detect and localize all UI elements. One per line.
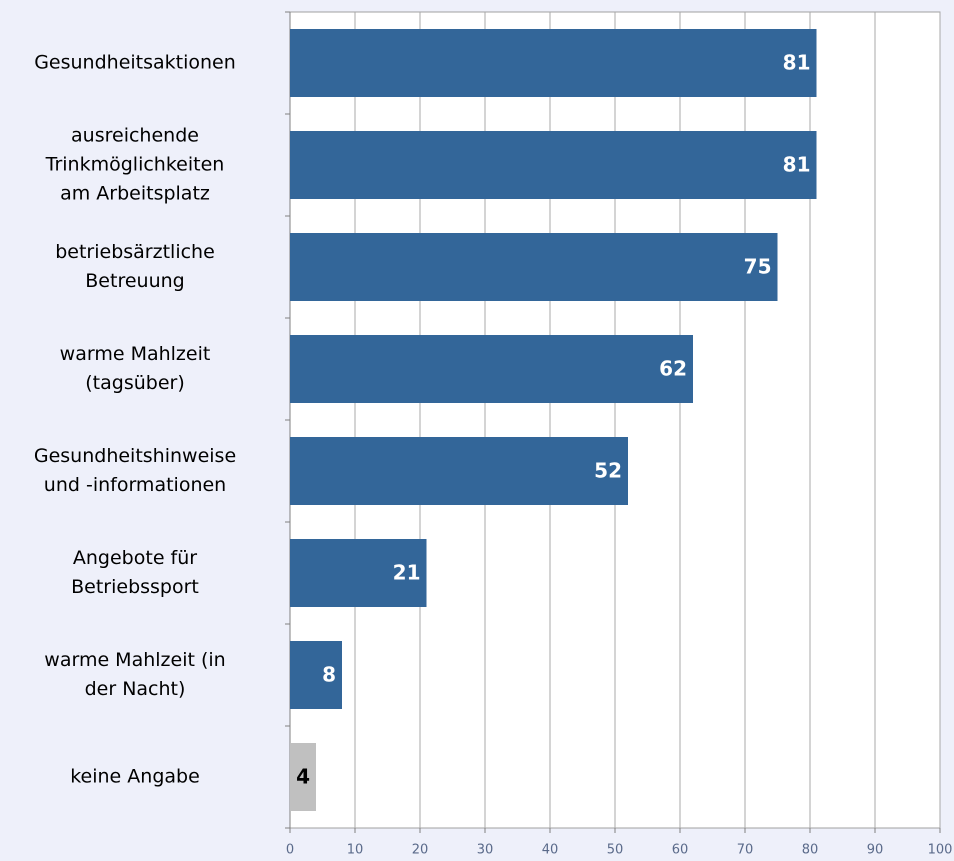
value-label: 21 xyxy=(393,561,421,585)
category-label: warme Mahlzeit (tagsüber) xyxy=(59,343,211,394)
category-label: Gesundheitsaktionen xyxy=(34,51,236,74)
value-label: 4 xyxy=(296,765,310,789)
x-tick-label: 60 xyxy=(672,843,689,858)
x-tick-label: 40 xyxy=(542,843,559,858)
x-tick-label: 70 xyxy=(737,843,754,858)
category-label: warme Mahlzeit (in der Nacht) xyxy=(44,649,226,700)
bar xyxy=(290,539,427,607)
category-label: keine Angabe xyxy=(70,765,200,788)
bar xyxy=(290,641,342,709)
bar xyxy=(290,335,693,403)
x-tick-label: 0 xyxy=(286,843,294,858)
value-label: 75 xyxy=(744,255,772,279)
bar xyxy=(290,743,316,811)
x-tick-label: 50 xyxy=(607,843,624,858)
value-label: 81 xyxy=(783,51,811,75)
category-label: Angebote für Betriebssport xyxy=(71,547,199,598)
value-label: 81 xyxy=(783,153,811,177)
x-tick-label: 100 xyxy=(928,843,953,858)
bar xyxy=(290,29,817,97)
value-label: 62 xyxy=(659,357,687,381)
bar xyxy=(290,131,817,199)
value-label: 52 xyxy=(594,459,622,483)
x-tick-label: 80 xyxy=(802,843,819,858)
category-label: betriebsärztliche Betreuung xyxy=(55,241,215,292)
bar xyxy=(290,233,778,301)
x-tick-label: 90 xyxy=(867,843,884,858)
value-label: 8 xyxy=(322,663,336,687)
x-tick-label: 20 xyxy=(412,843,429,858)
x-tick-label: 30 xyxy=(477,843,494,858)
x-tick-label: 10 xyxy=(347,843,364,858)
bar xyxy=(290,437,628,505)
category-label: ausreichende Trinkmöglichkeiten am Arbei… xyxy=(45,124,225,205)
category-label: Gesundheitshinweise und -informationen xyxy=(33,445,237,496)
